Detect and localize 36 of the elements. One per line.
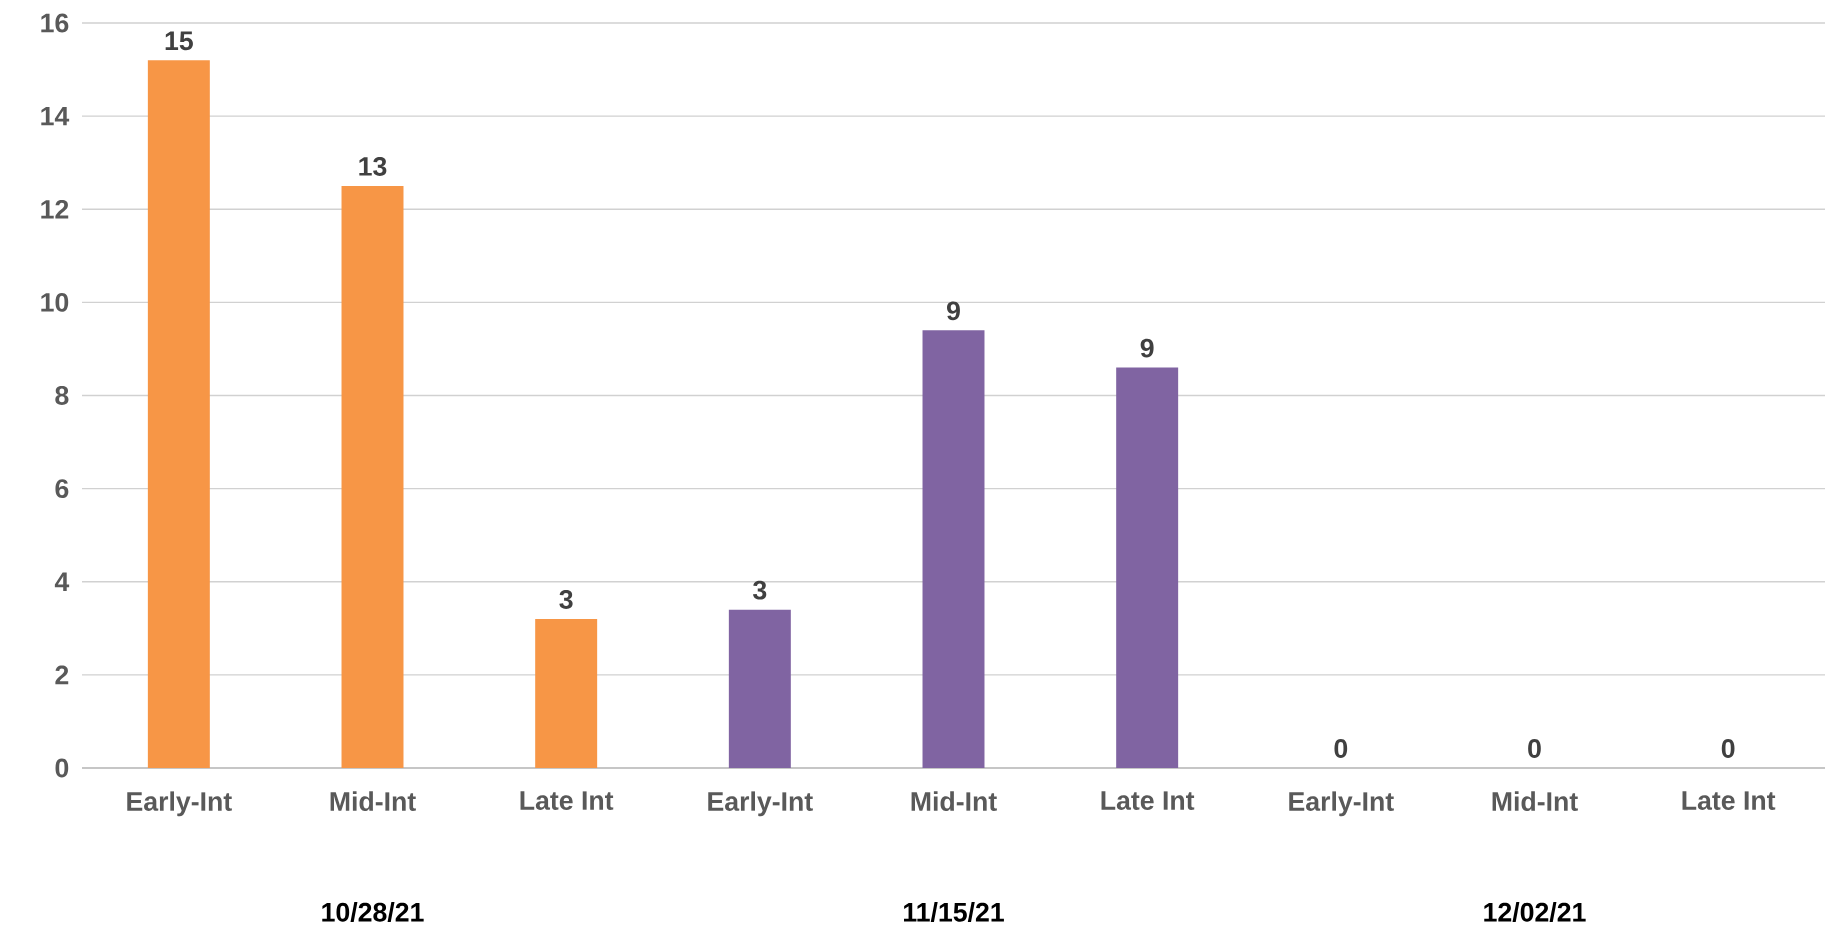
- data-label: 3: [753, 580, 767, 600]
- text: 10/28/21: [322, 902, 424, 922]
- data-label: 15: [165, 31, 193, 51]
- data-label: 9: [1140, 338, 1154, 358]
- text: 12/02/21: [1484, 902, 1586, 922]
- bar: [147, 60, 210, 768]
- bar: [341, 185, 404, 768]
- bar: [922, 330, 985, 768]
- x-tick-label: Late Int: [1101, 791, 1195, 810]
- x-tick-label: Mid-Int: [1492, 791, 1578, 811]
- data-label: 0: [1528, 739, 1541, 758]
- data-label: 0: [1334, 739, 1348, 758]
- text: 11/15/21: [904, 902, 1004, 922]
- y-tick-label: 14: [41, 106, 70, 126]
- x-tick-label: Mid-Int: [330, 791, 416, 811]
- x-tick-label: Early-Int: [708, 791, 813, 817]
- x-tick-label: Early-Int: [127, 791, 232, 817]
- data-label: 13: [359, 157, 387, 176]
- bar: [535, 618, 598, 768]
- data-label: 9: [947, 301, 960, 321]
- x-tick-label: Late Int: [1682, 791, 1776, 810]
- y-tick-label: 10: [41, 292, 69, 312]
- y-tick-label: 4: [54, 572, 70, 591]
- y-tick-label: 12: [41, 199, 69, 219]
- data-label: 3: [559, 590, 573, 609]
- x-tick-label: Mid-Int: [911, 791, 997, 811]
- x-tick-label: Early-Int: [1289, 791, 1394, 817]
- bar: [1116, 367, 1179, 768]
- y-tick-label: 8: [55, 386, 69, 405]
- bar: [728, 609, 791, 768]
- y-tick-label: 6: [55, 479, 69, 499]
- y-tick-label: 2: [55, 665, 69, 685]
- x-tick-label: Late Int: [520, 791, 614, 810]
- y-tick-label: 16: [41, 13, 69, 33]
- data-label: 0: [1721, 739, 1735, 758]
- y-tick-label: 0: [55, 758, 69, 778]
